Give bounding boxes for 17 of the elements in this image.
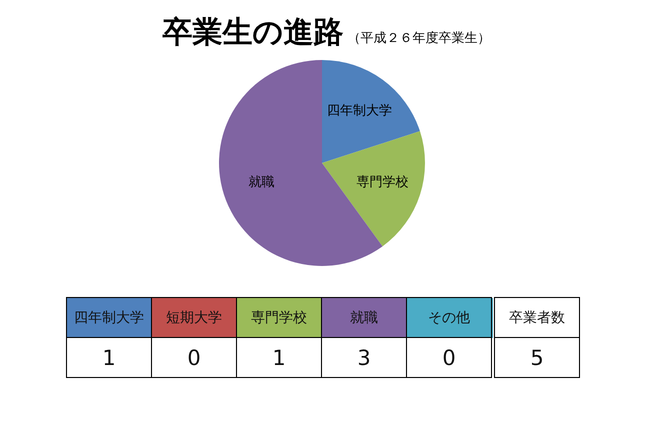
slice-label: 専門学校 [356, 175, 409, 190]
category-label: 短期大学 [152, 298, 236, 338]
data-label: 0 [152, 338, 236, 378]
category-label: 就職 [322, 298, 406, 338]
category-label: その他 [406, 298, 493, 338]
data-label: 1 [236, 338, 322, 378]
data-label: 0 [406, 338, 493, 378]
category-label: 専門学校 [236, 298, 322, 338]
chart-title: 卒業生の進路 [162, 15, 344, 50]
slice-label: 四年制大学 [327, 104, 392, 119]
text: 5 [530, 346, 544, 370]
chart-subtitle: （平成２６年度卒業生） [348, 31, 490, 46]
data-label: 1 [66, 338, 152, 378]
slice-label: 就職 [248, 175, 274, 190]
category-label: 四年制大学 [66, 298, 152, 338]
data-label: 3 [322, 338, 406, 378]
text: 卒業者数 [493, 298, 580, 338]
